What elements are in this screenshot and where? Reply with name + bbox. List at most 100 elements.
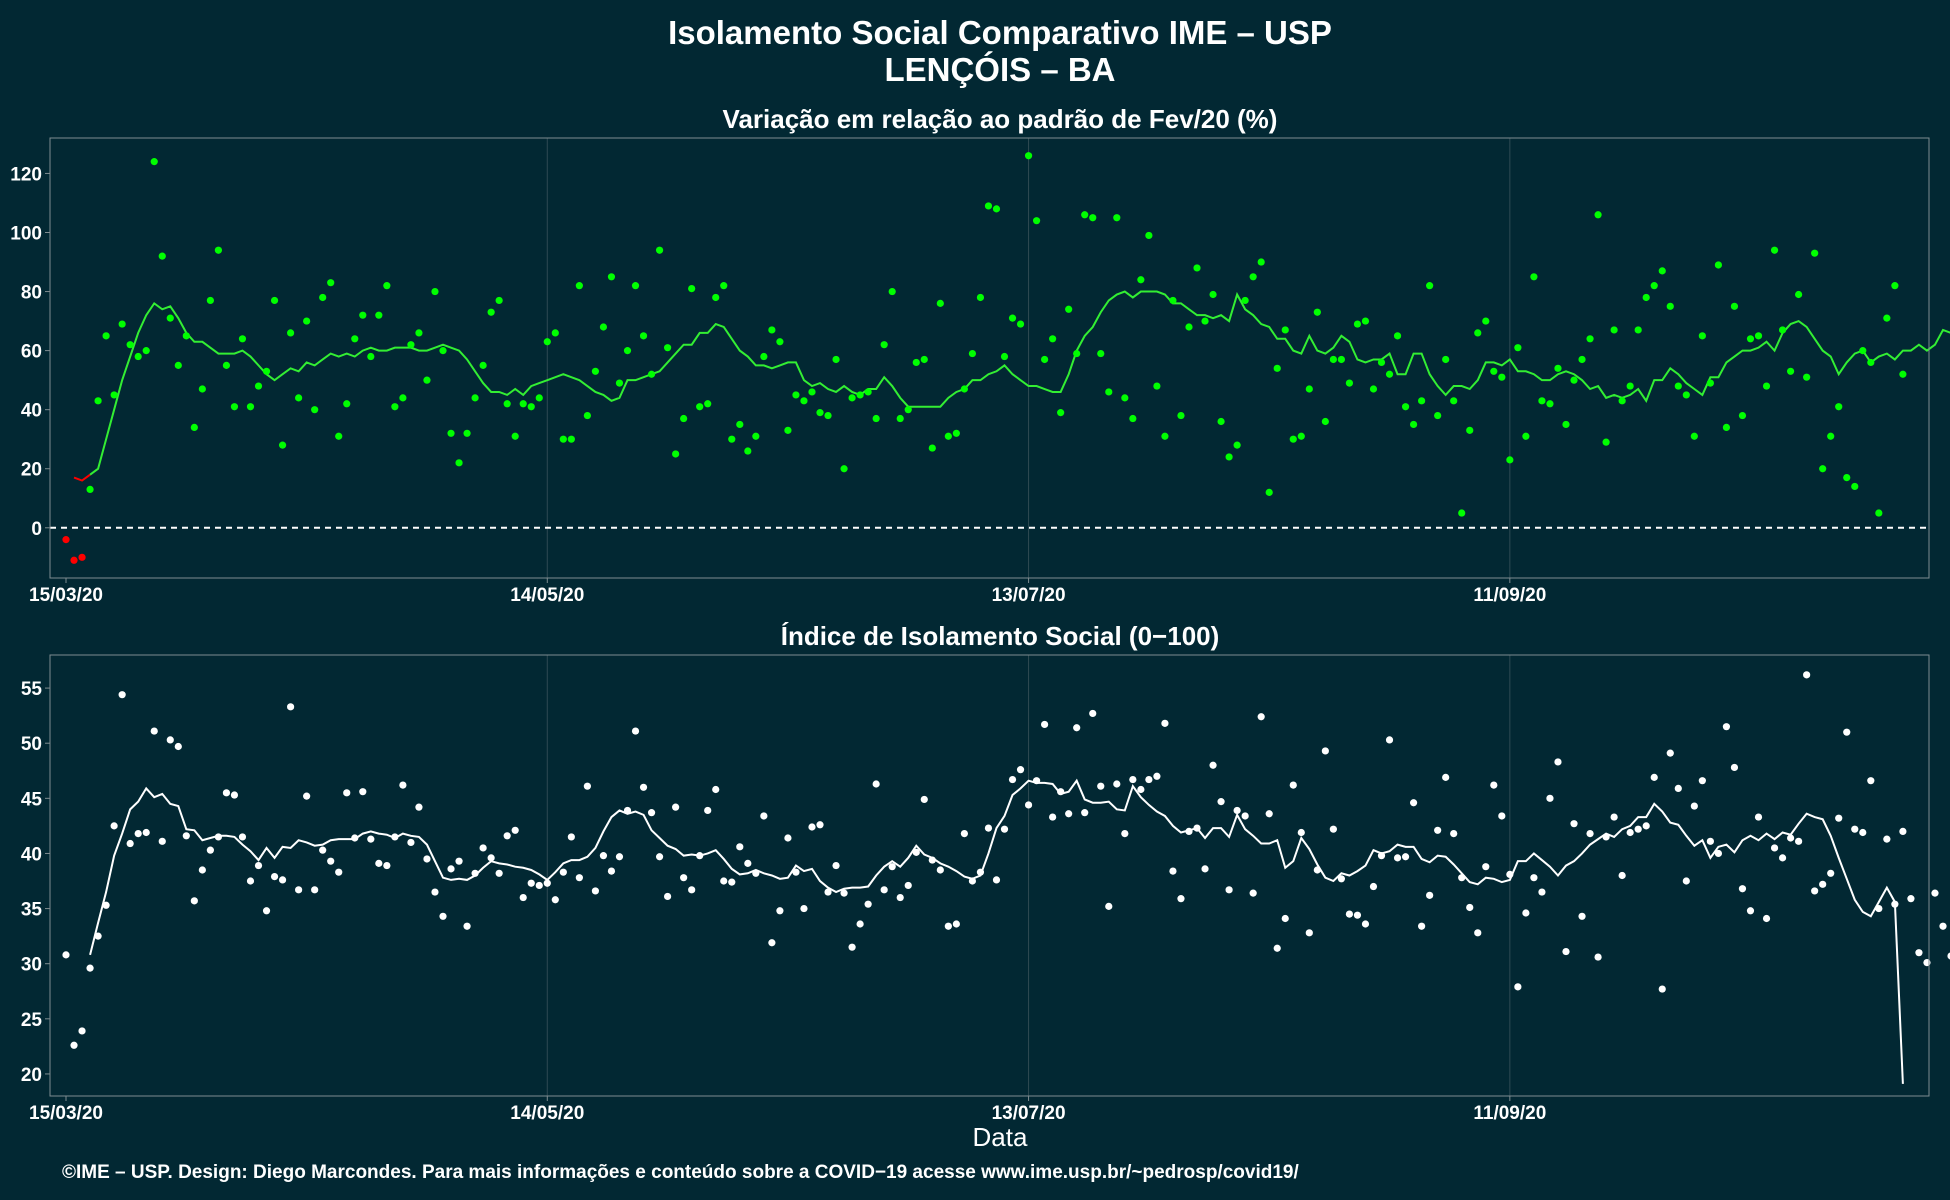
data-point [535, 881, 543, 890]
index-x-axis: 15/03/20 14/05/20 13/07/20 11/09/20 [29, 1096, 1546, 1124]
data-point [1032, 777, 1041, 785]
data-point [1562, 420, 1570, 429]
data-point [222, 361, 231, 369]
data-point [423, 376, 431, 384]
data-point [1193, 264, 1201, 272]
data-point [286, 329, 295, 337]
data-point [672, 450, 680, 458]
data-point [367, 835, 375, 843]
data-point [1137, 276, 1145, 284]
data-point [447, 865, 455, 873]
data-point [206, 846, 214, 854]
data-point [992, 876, 1001, 884]
data-point [1690, 802, 1698, 810]
index-points [62, 671, 1950, 1049]
data-point [696, 852, 704, 860]
data-point [1859, 828, 1867, 837]
chart-location: LENÇÓIS – BA [884, 51, 1115, 88]
data-point [1506, 456, 1514, 464]
data-point [511, 826, 519, 834]
data-point [1185, 827, 1193, 836]
data-point [1105, 388, 1113, 396]
data-point [487, 308, 495, 316]
data-point [1121, 830, 1129, 838]
data-point [1097, 782, 1105, 790]
data-point [1795, 290, 1803, 299]
data-point [246, 877, 255, 885]
data-point [1434, 411, 1442, 420]
data-point [303, 792, 311, 800]
data-point [1891, 900, 1899, 908]
data-point [1000, 825, 1009, 833]
data-point [503, 832, 511, 840]
data-point [1385, 370, 1394, 378]
data-point [1329, 355, 1337, 364]
data-point [1081, 809, 1089, 817]
data-point [1666, 302, 1674, 310]
data-point [303, 317, 311, 325]
data-point [1490, 781, 1498, 789]
y-tick-label: 20 [21, 460, 42, 481]
data-point [1482, 863, 1490, 871]
data-point [1177, 895, 1185, 903]
data-point [824, 411, 832, 420]
data-point [158, 837, 166, 845]
data-point [848, 943, 856, 951]
data-point [647, 370, 656, 378]
data-point [1474, 329, 1482, 337]
data-point [1474, 929, 1482, 937]
data-point [375, 859, 383, 867]
data-point [327, 279, 335, 287]
data-point [295, 394, 303, 402]
data-point [1658, 985, 1666, 993]
data-point [776, 907, 784, 915]
data-point [824, 888, 832, 896]
data-point [1273, 364, 1281, 372]
data-point [1931, 889, 1939, 897]
data-point [920, 355, 928, 364]
data-point [1738, 411, 1747, 420]
x-axis-label: Data [973, 1122, 1028, 1152]
data-point [904, 881, 912, 890]
data-point [559, 868, 567, 876]
data-point [1610, 326, 1618, 334]
data-point [343, 400, 351, 408]
data-point [1434, 826, 1442, 834]
data-point [1762, 914, 1771, 923]
data-point [784, 834, 792, 842]
data-point [1393, 854, 1402, 862]
data-point [768, 326, 776, 334]
data-point [254, 382, 263, 390]
data-point [880, 886, 888, 894]
data-point [575, 282, 583, 290]
variation-moving-average [73, 290, 1950, 482]
data-point [728, 878, 736, 886]
data-point [1450, 397, 1458, 405]
data-point [1682, 877, 1690, 885]
variation-points [62, 152, 1907, 564]
data-point [1482, 317, 1490, 325]
data-point [1161, 719, 1169, 727]
data-point [1634, 825, 1642, 833]
data-point [655, 853, 664, 861]
data-point [816, 821, 824, 829]
data-point [664, 344, 672, 352]
y-tick-label: 100 [10, 223, 42, 244]
data-point [1041, 355, 1049, 364]
data-point [1570, 376, 1578, 384]
data-point [720, 877, 728, 885]
data-point [1337, 875, 1345, 883]
data-point [383, 282, 391, 290]
data-point [1233, 441, 1241, 449]
data-point [1281, 326, 1289, 334]
x-tick-label: 11/09/20 [1473, 1103, 1546, 1124]
data-point [920, 795, 928, 804]
data-point [551, 329, 559, 337]
data-point [367, 352, 375, 361]
x-tick-label: 15/03/20 [29, 1103, 103, 1124]
data-point [1738, 885, 1747, 893]
data-point [1827, 869, 1835, 877]
data-point [1642, 293, 1650, 302]
data-point [182, 832, 190, 840]
data-point [696, 403, 704, 411]
